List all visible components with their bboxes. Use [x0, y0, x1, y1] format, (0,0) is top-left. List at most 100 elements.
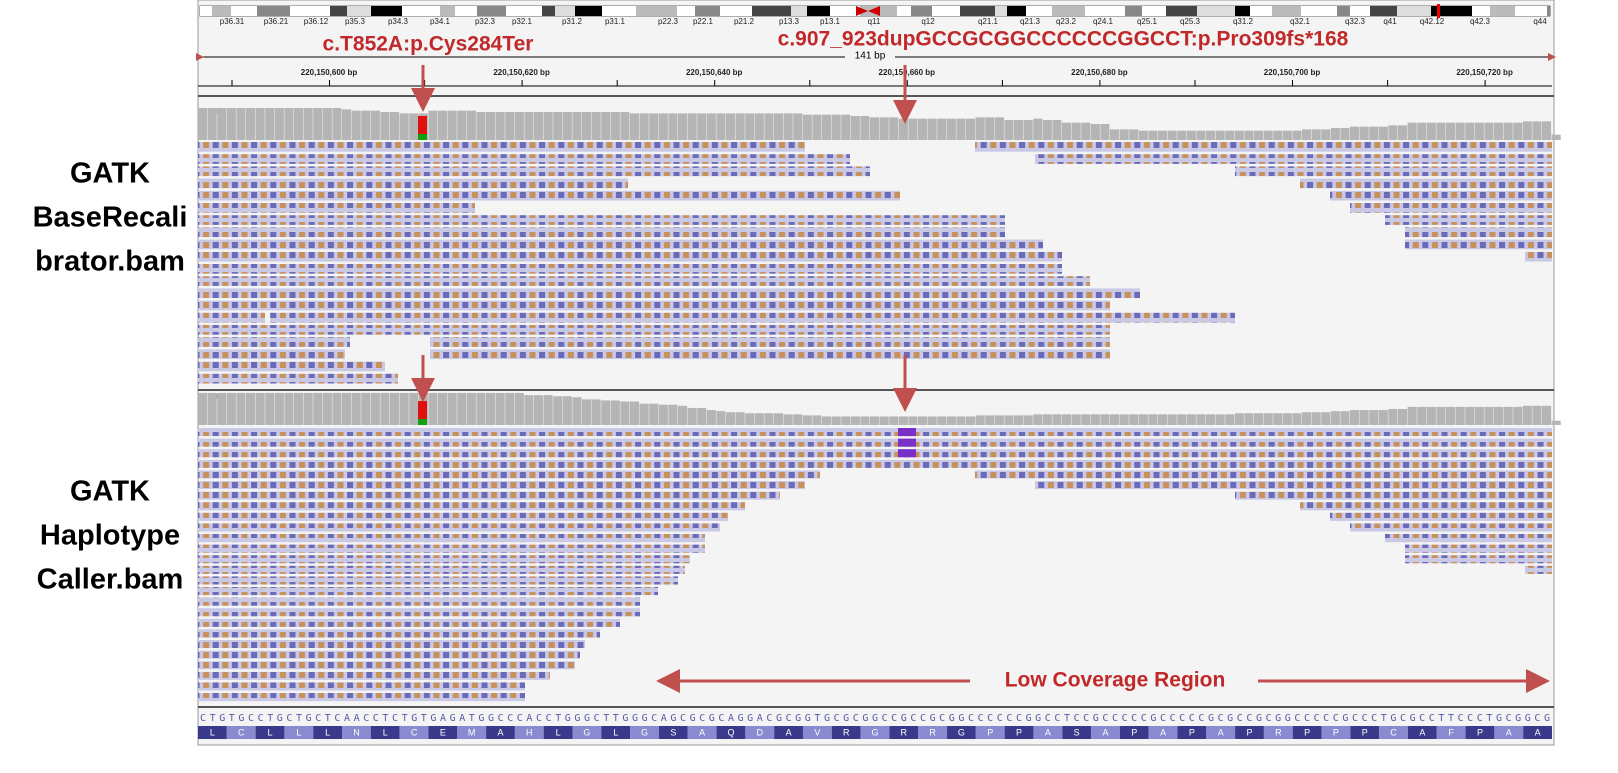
codon [947, 726, 976, 739]
codon [1148, 726, 1178, 739]
band-label: p34.1 [430, 17, 451, 26]
band [1197, 6, 1235, 16]
coverage-bar [850, 416, 860, 425]
coverage-bar [217, 393, 227, 425]
coverage-bar [1004, 415, 1014, 425]
coverage-bar [486, 112, 496, 140]
coverage-bar [274, 393, 284, 425]
band [257, 6, 290, 16]
coverage-bar [1484, 406, 1494, 425]
coverage-bar [1023, 120, 1033, 140]
codon [226, 726, 256, 739]
coverage-bar [1244, 413, 1254, 425]
coverage-bar [1484, 122, 1494, 140]
coverage-bar [831, 114, 841, 140]
coverage-bar [553, 112, 563, 140]
coverage-bar [466, 110, 476, 140]
read [198, 693, 525, 702]
coverage-bar [457, 110, 467, 140]
coverage-bar [572, 112, 582, 140]
coverage-bar [1369, 126, 1379, 140]
codon [1062, 726, 1092, 739]
codon [255, 726, 285, 739]
coverage-bar [1302, 412, 1312, 425]
track-label: Haplotype [40, 520, 180, 552]
coverage-bar [1206, 130, 1216, 140]
codon [1206, 726, 1236, 739]
read [198, 449, 1552, 458]
coverage-bar [1148, 130, 1158, 140]
coverage-bar [1177, 414, 1187, 425]
coverage-bar [918, 118, 928, 140]
coverage-bar [524, 112, 534, 140]
coverage-bar [946, 118, 956, 140]
codon [428, 726, 458, 739]
band [695, 6, 720, 16]
coverage-bar [658, 113, 668, 140]
coverage-bar [1513, 406, 1523, 425]
coverage-bar [697, 407, 707, 425]
coverage-bar [1167, 130, 1177, 140]
coverage-bar [476, 112, 486, 140]
amino-acid: P [1333, 727, 1339, 737]
coverage-bar [764, 413, 774, 425]
coverage-bar [639, 113, 649, 140]
codon [716, 726, 746, 739]
coverage-bar [1273, 130, 1283, 140]
band [200, 6, 212, 16]
coverage-bar [1234, 413, 1244, 425]
coverage-bar [793, 113, 803, 140]
coverage-bar [1225, 130, 1235, 140]
coverage-bar [908, 416, 918, 425]
coverage-bar [1071, 122, 1081, 140]
coverage-bar [1340, 128, 1350, 140]
coverage-bar [294, 393, 304, 425]
read [1525, 565, 1552, 574]
band [506, 6, 542, 16]
codon [1379, 726, 1408, 739]
coverage-bar [1330, 411, 1340, 425]
band-label: p21.2 [734, 17, 755, 26]
codon [342, 726, 371, 739]
band [1166, 6, 1197, 16]
coverage-bar [514, 112, 524, 140]
coverage-bar [313, 108, 323, 140]
band-label: p22.1 [693, 17, 714, 26]
coverage-bar [1446, 406, 1456, 425]
coverage-bar [1532, 121, 1542, 140]
band [1142, 6, 1166, 16]
coverage-bar [1311, 129, 1321, 140]
band [807, 6, 830, 16]
coverage-bar [1522, 405, 1532, 425]
band [371, 6, 402, 16]
amino-acid: S [1074, 727, 1080, 737]
codon [1523, 726, 1552, 739]
band-label: p36.12 [304, 17, 329, 26]
coverage-bar [1551, 134, 1561, 140]
coverage-bar [1090, 124, 1100, 140]
coverage-bar [265, 108, 275, 140]
coverage-bar [1542, 121, 1552, 140]
read [198, 534, 705, 543]
coverage-bar [265, 393, 275, 425]
coverage-bar [198, 393, 208, 425]
coverage-bar [774, 413, 784, 425]
coverage-bar [1426, 122, 1436, 140]
codon [860, 726, 890, 739]
coverage-bar [582, 399, 592, 425]
coverage-bar [898, 118, 908, 140]
coverage-bar [994, 117, 1004, 140]
amino-acid: P [1131, 727, 1137, 737]
coverage-bar [937, 416, 947, 425]
band [290, 6, 330, 16]
amino-acid: R [901, 727, 908, 737]
coverage-bar [1042, 414, 1052, 425]
coverage-bar [447, 393, 457, 425]
coverage-bar [1129, 129, 1139, 140]
band [830, 6, 860, 16]
coverage-bar [1465, 406, 1475, 425]
band [1431, 6, 1472, 16]
band-label: q24.1 [1093, 17, 1114, 26]
read [430, 349, 1110, 360]
read [198, 576, 678, 585]
